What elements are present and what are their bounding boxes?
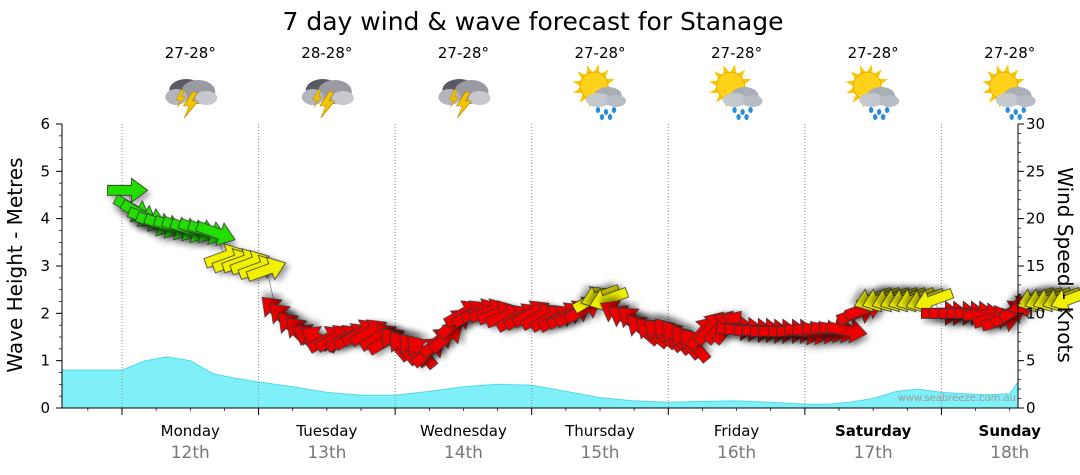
wind-arrow bbox=[913, 288, 955, 314]
left-axis: 0 1 2 3 4 5 6 bbox=[40, 115, 63, 417]
thunderstorm-icon bbox=[301, 79, 354, 119]
wind-arrow bbox=[1050, 287, 1080, 313]
wind-arrow bbox=[245, 256, 287, 282]
left-tick-label: 6 bbox=[40, 115, 50, 133]
sun-shower-icon bbox=[982, 64, 1036, 120]
sun-shower-icon bbox=[572, 64, 626, 120]
day-temperature: 27-28° bbox=[711, 44, 762, 62]
day-name-label: Friday bbox=[714, 422, 760, 440]
right-tick-label: 25 bbox=[1026, 162, 1045, 180]
left-tick-label: 4 bbox=[40, 210, 50, 228]
day-name-label: Wednesday bbox=[420, 422, 507, 440]
right-tick-label: 5 bbox=[1026, 352, 1036, 370]
day-name-label: Sunday bbox=[979, 422, 1042, 440]
left-tick-label: 1 bbox=[40, 352, 50, 370]
day-name-label: Thursday bbox=[564, 422, 635, 440]
day-temperature: 27-28° bbox=[438, 44, 489, 62]
day-headers: 27-28° 28-28° 27-28° 27-28° 27-28° 27-28° 27-2… bbox=[165, 44, 1036, 120]
day-name-label: Monday bbox=[161, 422, 220, 440]
watermark: www.seabreeze.com.au bbox=[898, 393, 1016, 404]
plot-area: www.seabreeze.com.au bbox=[61, 124, 1080, 409]
day-date-label: 14th bbox=[444, 443, 483, 463]
day-date-label: 13th bbox=[307, 443, 346, 463]
wind-arrows bbox=[107, 177, 1080, 371]
day-name-label: Saturday bbox=[835, 422, 912, 440]
sun-shower-icon bbox=[845, 64, 900, 120]
wind-arrow bbox=[195, 220, 236, 247]
right-tick-label: 20 bbox=[1026, 210, 1045, 228]
day-date-label: 15th bbox=[580, 443, 619, 463]
right-axis-label: Wind Speed - Knots bbox=[1053, 167, 1077, 363]
left-tick-label: 2 bbox=[40, 304, 50, 322]
day-date-label: 18th bbox=[990, 443, 1029, 463]
right-tick-label: 15 bbox=[1026, 257, 1045, 275]
wind-arrow bbox=[826, 318, 868, 344]
left-axis-label: Wave Height - Metres bbox=[3, 157, 27, 372]
thunderstorm-icon bbox=[165, 79, 218, 119]
left-tick-label: 3 bbox=[40, 257, 50, 275]
thunderstorm-icon bbox=[438, 79, 491, 119]
day-temperature: 27-28° bbox=[848, 44, 899, 62]
day-temperature: 28-28° bbox=[301, 44, 352, 62]
day-date-label: 12th bbox=[171, 443, 210, 463]
right-tick-label: 10 bbox=[1026, 304, 1045, 322]
right-axis: 0 5 10 15 20 25 30 bbox=[1017, 115, 1045, 417]
bottom-axis: Monday 12th Tuesday 13th Wednesday 14th Thursd… bbox=[62, 407, 1042, 463]
right-tick-label: 30 bbox=[1026, 115, 1045, 133]
day-name-label: Tuesday bbox=[295, 422, 357, 440]
day-temperature: 27-28° bbox=[165, 44, 216, 62]
right-tick-label: 0 bbox=[1026, 399, 1036, 417]
chart-title: 7 day wind & wave forecast for Stanage bbox=[283, 7, 784, 36]
day-temperature: 27-28° bbox=[984, 44, 1035, 62]
day-temperature: 27-28° bbox=[574, 44, 625, 62]
left-tick-label: 5 bbox=[40, 162, 50, 180]
wind-arrow bbox=[107, 177, 149, 204]
wave-height-area bbox=[61, 356, 1019, 409]
left-tick-label: 0 bbox=[40, 399, 50, 417]
day-date-label: 17th bbox=[854, 443, 893, 463]
sun-shower-icon bbox=[708, 64, 763, 120]
day-date-label: 16th bbox=[717, 443, 756, 463]
